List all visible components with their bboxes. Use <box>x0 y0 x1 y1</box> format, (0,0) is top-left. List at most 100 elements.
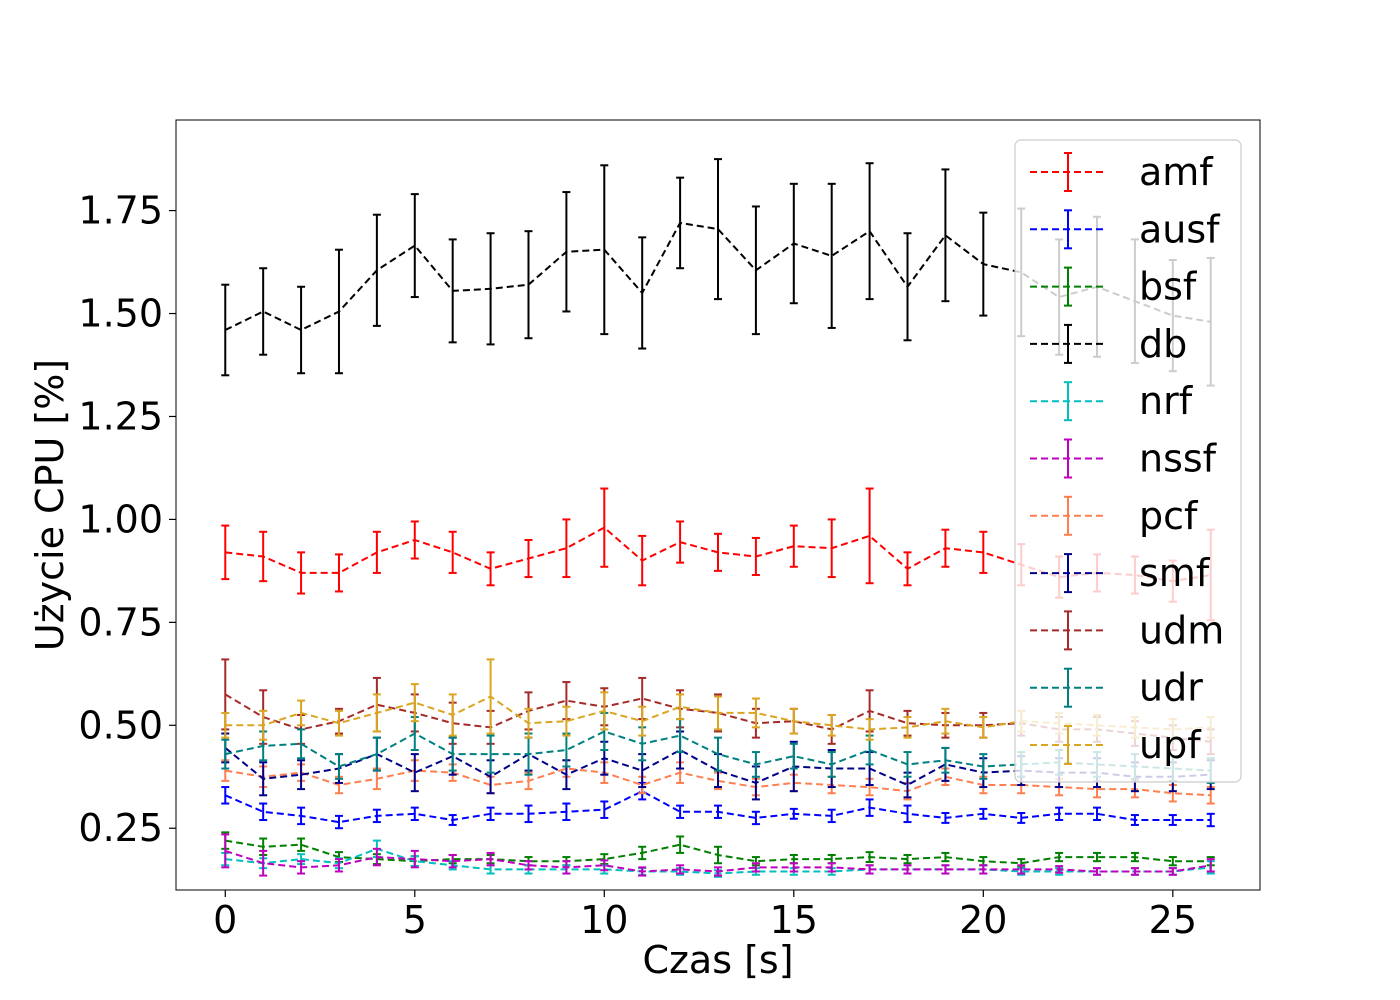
errorbar-ausf <box>751 810 760 826</box>
errorbar-nssf <box>941 864 950 875</box>
errorbar-nssf <box>524 860 533 871</box>
legend-box <box>1014 139 1242 783</box>
errorbar-nssf <box>1017 864 1026 875</box>
y-tick-label: 1.50 <box>78 292 163 336</box>
x-tick-label: 20 <box>959 898 1007 942</box>
legend-label: smf <box>1139 551 1211 595</box>
legend-label: udr <box>1139 666 1203 710</box>
errorbar-bsf <box>297 837 306 852</box>
x-tick-label: 5 <box>403 898 427 942</box>
errorbar-ausf <box>676 804 685 819</box>
errorbar-ausf <box>1168 814 1177 826</box>
legend-item-amf: amf <box>1030 150 1214 194</box>
legend-item-nssf: nssf <box>1030 437 1218 481</box>
y-tick-label: 0.25 <box>78 806 163 850</box>
errorbar-db <box>714 158 722 301</box>
x-axis-label: Czas [s] <box>642 938 793 982</box>
legend-label: nssf <box>1139 437 1218 481</box>
errorbar-amf <box>334 553 343 593</box>
errorbar-nssf <box>600 859 609 872</box>
errorbar-upf <box>827 714 836 737</box>
errorbar-db <box>941 168 950 303</box>
errorbar-amf <box>865 487 874 585</box>
x-tick-label: 25 <box>1149 898 1197 942</box>
errorbar-amf <box>221 524 230 581</box>
legend-label: pcf <box>1139 494 1199 538</box>
y-tick-label: 1.00 <box>78 497 163 541</box>
errorbar-amf <box>979 530 988 574</box>
legend-label: db <box>1139 322 1187 366</box>
errorbar-ausf <box>221 786 230 805</box>
series-line-smf <box>224 747 1211 787</box>
errorbar-db <box>410 193 419 299</box>
series-line-nssf <box>224 849 1211 873</box>
errorbar-ausf <box>410 806 419 821</box>
errorbar-ausf <box>486 806 495 821</box>
legend-item-udr: udr <box>1030 666 1203 710</box>
errorbar-ausf <box>1093 806 1102 821</box>
errorbar-amf <box>448 530 457 574</box>
y-tick-label: 1.75 <box>78 189 163 233</box>
y-tick-label: 0.50 <box>78 703 163 747</box>
errorbar-db <box>221 283 230 377</box>
series-line-amf <box>225 526 1211 583</box>
errorbar-nssf <box>751 862 760 873</box>
errorbar-upf <box>562 705 571 737</box>
errorbar-nssf <box>221 833 230 869</box>
legend-item-upf: upf <box>1030 723 1202 767</box>
errorbar-udr <box>334 753 343 780</box>
x-tick-label: 0 <box>213 898 237 942</box>
errorbar-amf <box>562 518 571 579</box>
errorbar-db <box>827 182 836 329</box>
errorbar-smf <box>297 759 306 791</box>
legend-label: bsf <box>1139 265 1198 309</box>
x-axis: 0 5 10 15 20 25 <box>213 890 1197 942</box>
errorbar-db <box>297 285 306 375</box>
errorbar-amf <box>600 487 609 568</box>
errorbar-bsf <box>1168 856 1177 867</box>
legend-item-db: db <box>1030 322 1187 366</box>
legend-item-ausf: ausf <box>1030 207 1221 251</box>
errorbar-db <box>259 267 268 356</box>
legend: amf ausf bsf db nrf nssf pcf smf udm udr upf <box>1014 139 1242 783</box>
errorbar-upf <box>751 697 760 729</box>
legend-label: amf <box>1139 150 1214 194</box>
errorbar-amf <box>789 524 798 568</box>
series-nssf <box>221 833 1215 877</box>
errorbar-upf <box>676 693 685 721</box>
errorbar-bsf <box>676 835 685 854</box>
legend-item-nrf: nrf <box>1030 379 1194 423</box>
errorbar-ausf <box>334 814 343 830</box>
legend-item-udm: udm <box>1030 608 1224 652</box>
errorbar-ausf <box>259 802 268 821</box>
y-axis-label: Użycie CPU [%] <box>28 359 72 651</box>
series-line-ausf <box>224 790 1211 824</box>
x-tick-label: 10 <box>580 898 628 942</box>
errorbar-udr <box>789 742 798 770</box>
errorbar-nssf <box>1206 858 1215 873</box>
errorbar-ausf <box>600 800 609 819</box>
errorbar-upf <box>410 683 419 723</box>
legend-label: nrf <box>1139 379 1194 423</box>
legend-label: ausf <box>1139 207 1221 251</box>
legend-item-pcf: pcf <box>1030 494 1199 538</box>
errorbar-db <box>524 230 533 340</box>
legend-label: upf <box>1139 723 1202 767</box>
errorbar-udr <box>297 728 306 760</box>
legend-item-bsf: bsf <box>1030 265 1198 309</box>
errorbar-upf <box>334 709 343 737</box>
errorbar-nssf <box>448 854 457 869</box>
y-tick-label: 1.25 <box>78 394 163 438</box>
errorbar-nssf <box>1093 867 1102 876</box>
y-tick-label: 0.75 <box>78 600 163 644</box>
series-layer <box>221 158 1215 878</box>
y-axis: 0.25 0.50 0.75 1.00 1.25 1.50 1.75 <box>78 189 176 850</box>
errorbar-upf <box>221 711 230 739</box>
series-line-bsf <box>225 839 1211 865</box>
errorbar-udr <box>486 734 495 774</box>
errorbar-bsf <box>1093 851 1102 863</box>
errorbar-nssf <box>676 864 685 875</box>
legend-label: udm <box>1139 608 1224 652</box>
legend-item-smf: smf <box>1030 551 1211 595</box>
